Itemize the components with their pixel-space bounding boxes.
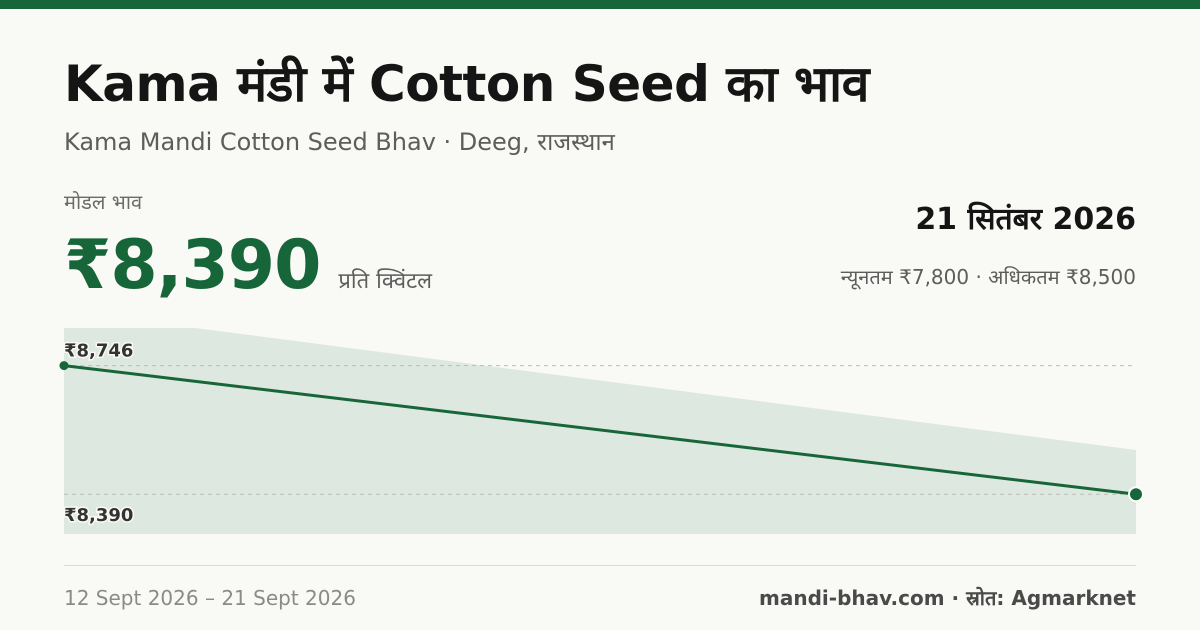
price-series-line bbox=[62, 364, 1138, 496]
price-chart: ₹8,746 ₹8,390 bbox=[0, 300, 1200, 550]
price-value-label: ₹8,746 bbox=[64, 341, 133, 362]
footer-source: mandi-bhav.com · स्रोत: Agmarknet bbox=[759, 586, 1136, 610]
latest-price-point bbox=[1128, 486, 1144, 503]
page-title: Kama मंडी में Cotton Seed का भाव bbox=[64, 55, 869, 113]
price-chart-svg: ₹8,746 ₹8,390 bbox=[59, 328, 1144, 534]
top-accent-bar bbox=[0, 0, 1200, 9]
footer-date-range: 12 Sept 2026 – 21 Sept 2026 bbox=[64, 586, 356, 610]
model-price: ₹8,390 प्रति क्विंटल bbox=[64, 226, 432, 306]
footer-divider bbox=[64, 565, 1136, 566]
price-value-label: ₹8,390 bbox=[64, 505, 133, 526]
min-max-range: न्यूनतम ₹7,800 · अधिकतम ₹8,500 bbox=[840, 265, 1136, 289]
price-unit: प्रति क्विंटल bbox=[338, 269, 433, 294]
latest-date: 21 सितंबर 2026 bbox=[915, 202, 1136, 237]
page-subtitle: Kama Mandi Cotton Seed Bhav · Deeg, राजस… bbox=[64, 128, 615, 156]
model-price-label: मोडल भाव bbox=[64, 190, 143, 214]
price-point bbox=[59, 361, 69, 371]
model-price-value: ₹8,390 bbox=[64, 226, 321, 305]
